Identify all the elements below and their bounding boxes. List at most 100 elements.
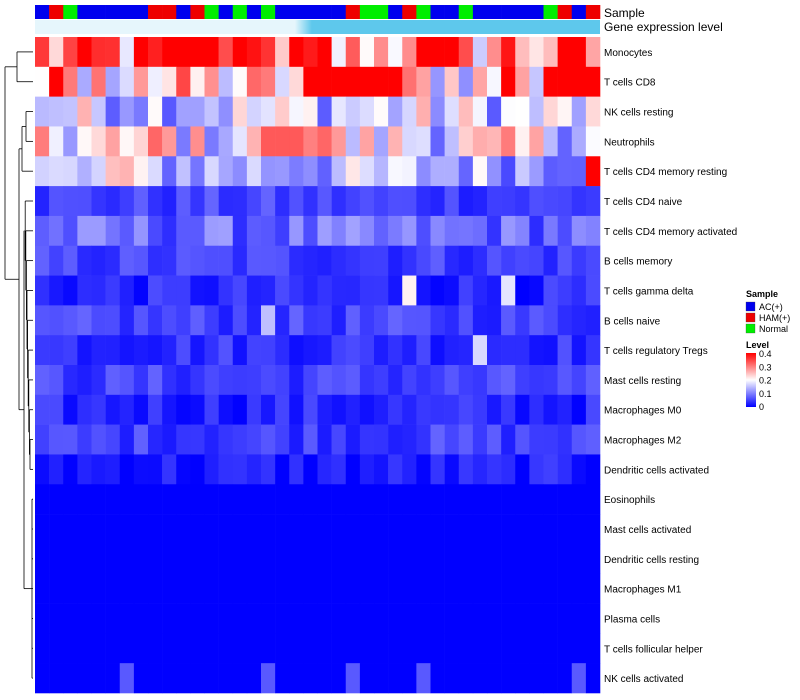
heatmap-cell (557, 394, 573, 425)
heatmap-cell (49, 454, 64, 485)
heatmap-cell (515, 305, 530, 336)
heatmap-cell (246, 335, 262, 366)
heatmap-cell (261, 365, 276, 396)
heatmap-cell (402, 66, 417, 97)
heatmap-cell (458, 365, 474, 396)
heatmap-cell (345, 37, 361, 68)
heatmap-cell (49, 573, 64, 604)
heatmap-cell (218, 633, 234, 664)
heatmap-cell (458, 96, 474, 127)
heatmap-cell (162, 96, 177, 127)
heatmap-cell (119, 424, 135, 455)
heatmap-cell (444, 484, 460, 515)
sample-annotation-cell (176, 5, 191, 19)
sample-annotation-cell (345, 5, 361, 19)
heatmap-cell (388, 424, 403, 455)
heatmap-cell (430, 335, 445, 366)
heatmap-cell (275, 215, 290, 247)
heatmap-cell (331, 573, 347, 604)
heatmap-cell (585, 156, 601, 187)
heatmap-cell (49, 514, 64, 545)
heatmap-cell (91, 514, 106, 545)
heatmap-cell (232, 514, 248, 545)
heatmap-cell (515, 66, 530, 97)
row-label: Eosinophils (604, 495, 655, 506)
heatmap-cell (261, 484, 276, 515)
heatmap-cell (246, 275, 262, 306)
heatmap-cell (303, 365, 318, 396)
heatmap-cell (176, 633, 191, 664)
heatmap-cell (529, 245, 544, 276)
legend-swatch (745, 312, 756, 323)
heatmap-cell (63, 156, 78, 187)
row-label: Monocytes (604, 48, 652, 59)
heatmap-cell (416, 335, 431, 366)
heatmap-cell (430, 454, 445, 485)
heatmap-cell (289, 633, 304, 664)
heatmap-cell (501, 484, 516, 515)
heatmap-cell (402, 275, 417, 306)
heatmap-cell (430, 424, 445, 455)
heatmap-cell (91, 305, 106, 336)
heatmap-cell (543, 245, 558, 276)
heatmap-cell (162, 633, 177, 664)
heatmap-cell (444, 156, 460, 187)
heatmap-cell (105, 633, 121, 664)
heatmap-cell (105, 365, 121, 396)
heatmap-cell (345, 514, 361, 545)
heatmap-cell (133, 186, 149, 217)
heatmap-cell (63, 484, 78, 515)
heatmap-cell (515, 484, 530, 515)
sample-annotation-cell (105, 5, 121, 19)
heatmap-cell (317, 96, 332, 127)
heatmap-cell (345, 66, 361, 97)
heatmap-cell (303, 573, 318, 604)
heatmap-cell (359, 663, 375, 694)
heatmap-cell (416, 394, 431, 425)
heatmap-cell (162, 514, 177, 545)
heatmap-cell (515, 156, 530, 187)
heatmap-cell (345, 424, 361, 455)
heatmap-cell (317, 215, 332, 247)
heatmap-cell (77, 454, 92, 485)
heatmap-cell (543, 573, 558, 604)
heatmap-cell (246, 514, 262, 545)
heatmap-cell (543, 514, 558, 545)
heatmap-cell (515, 37, 530, 68)
heatmap-cell (218, 37, 234, 68)
heatmap-cell (472, 37, 488, 68)
heatmap-cell (430, 186, 445, 217)
heatmap-cell (63, 573, 78, 604)
heatmap-cell (444, 275, 460, 306)
heatmap-cell (571, 603, 587, 634)
heatmap-cell (359, 394, 375, 425)
sample-annotation-cell (190, 5, 205, 19)
heatmap-cell (402, 603, 417, 634)
legend-level-title: Level (746, 340, 769, 350)
heatmap-cell (585, 126, 601, 157)
heatmap-cell (91, 275, 106, 306)
heatmap-cell (289, 245, 304, 276)
heatmap-cell (204, 96, 219, 127)
heatmap-cell (275, 186, 290, 217)
heatmap-cell (289, 37, 304, 68)
heatmap-cell (529, 126, 544, 157)
heatmap-cell (204, 573, 219, 604)
heatmap-cell (218, 454, 234, 485)
heatmap-cell (289, 126, 304, 157)
heatmap-cell (501, 573, 516, 604)
heatmap-cell (261, 543, 276, 575)
heatmap-cell (557, 335, 573, 366)
heatmap-cell (472, 573, 488, 604)
heatmap-cell (458, 245, 474, 276)
heatmap-cell (571, 66, 587, 97)
heatmap-cell (289, 663, 304, 694)
heatmap-cell (275, 37, 290, 68)
heatmap-cell (557, 215, 573, 247)
heatmap-cell (91, 186, 106, 217)
heatmap-cell (77, 394, 92, 425)
heatmap-cell (77, 275, 92, 306)
heatmap-cell (35, 305, 50, 336)
heatmap-cell (261, 335, 276, 366)
heatmap-cell (402, 573, 417, 604)
